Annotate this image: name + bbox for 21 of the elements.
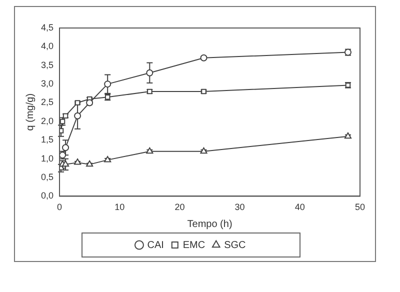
y-tick-label: 2,0	[40, 116, 54, 126]
y-tick-label: 0,0	[40, 190, 54, 201]
y-tick-label: 4,0	[40, 41, 54, 52]
x-tick-label: 0	[57, 202, 62, 212]
x-tick-label: 30	[234, 202, 245, 212]
x-tick-label: 10	[114, 202, 125, 212]
y-tick-label: 3,0	[40, 78, 54, 89]
legend-label: EMC	[182, 240, 206, 251]
y-tick-label: 1,5	[40, 134, 54, 145]
y-tick-label: 1,0	[40, 153, 54, 164]
y-tick-label: 0,5	[40, 172, 54, 182]
x-axis-title: Tempo (h)	[187, 218, 232, 230]
y-axis-title: q (mg/g)	[24, 93, 36, 131]
y-tick-label: 2,5	[40, 97, 54, 108]
legend-label: CAI	[147, 240, 164, 251]
y-tick-label: 3,5	[40, 60, 54, 70]
x-tick-label: 40	[294, 202, 305, 212]
x-tick-label: 20	[174, 202, 185, 212]
legend-label: SGC	[224, 240, 246, 251]
y-tick-label: 4,5	[40, 22, 54, 32]
x-tick-label: 50	[354, 202, 366, 212]
